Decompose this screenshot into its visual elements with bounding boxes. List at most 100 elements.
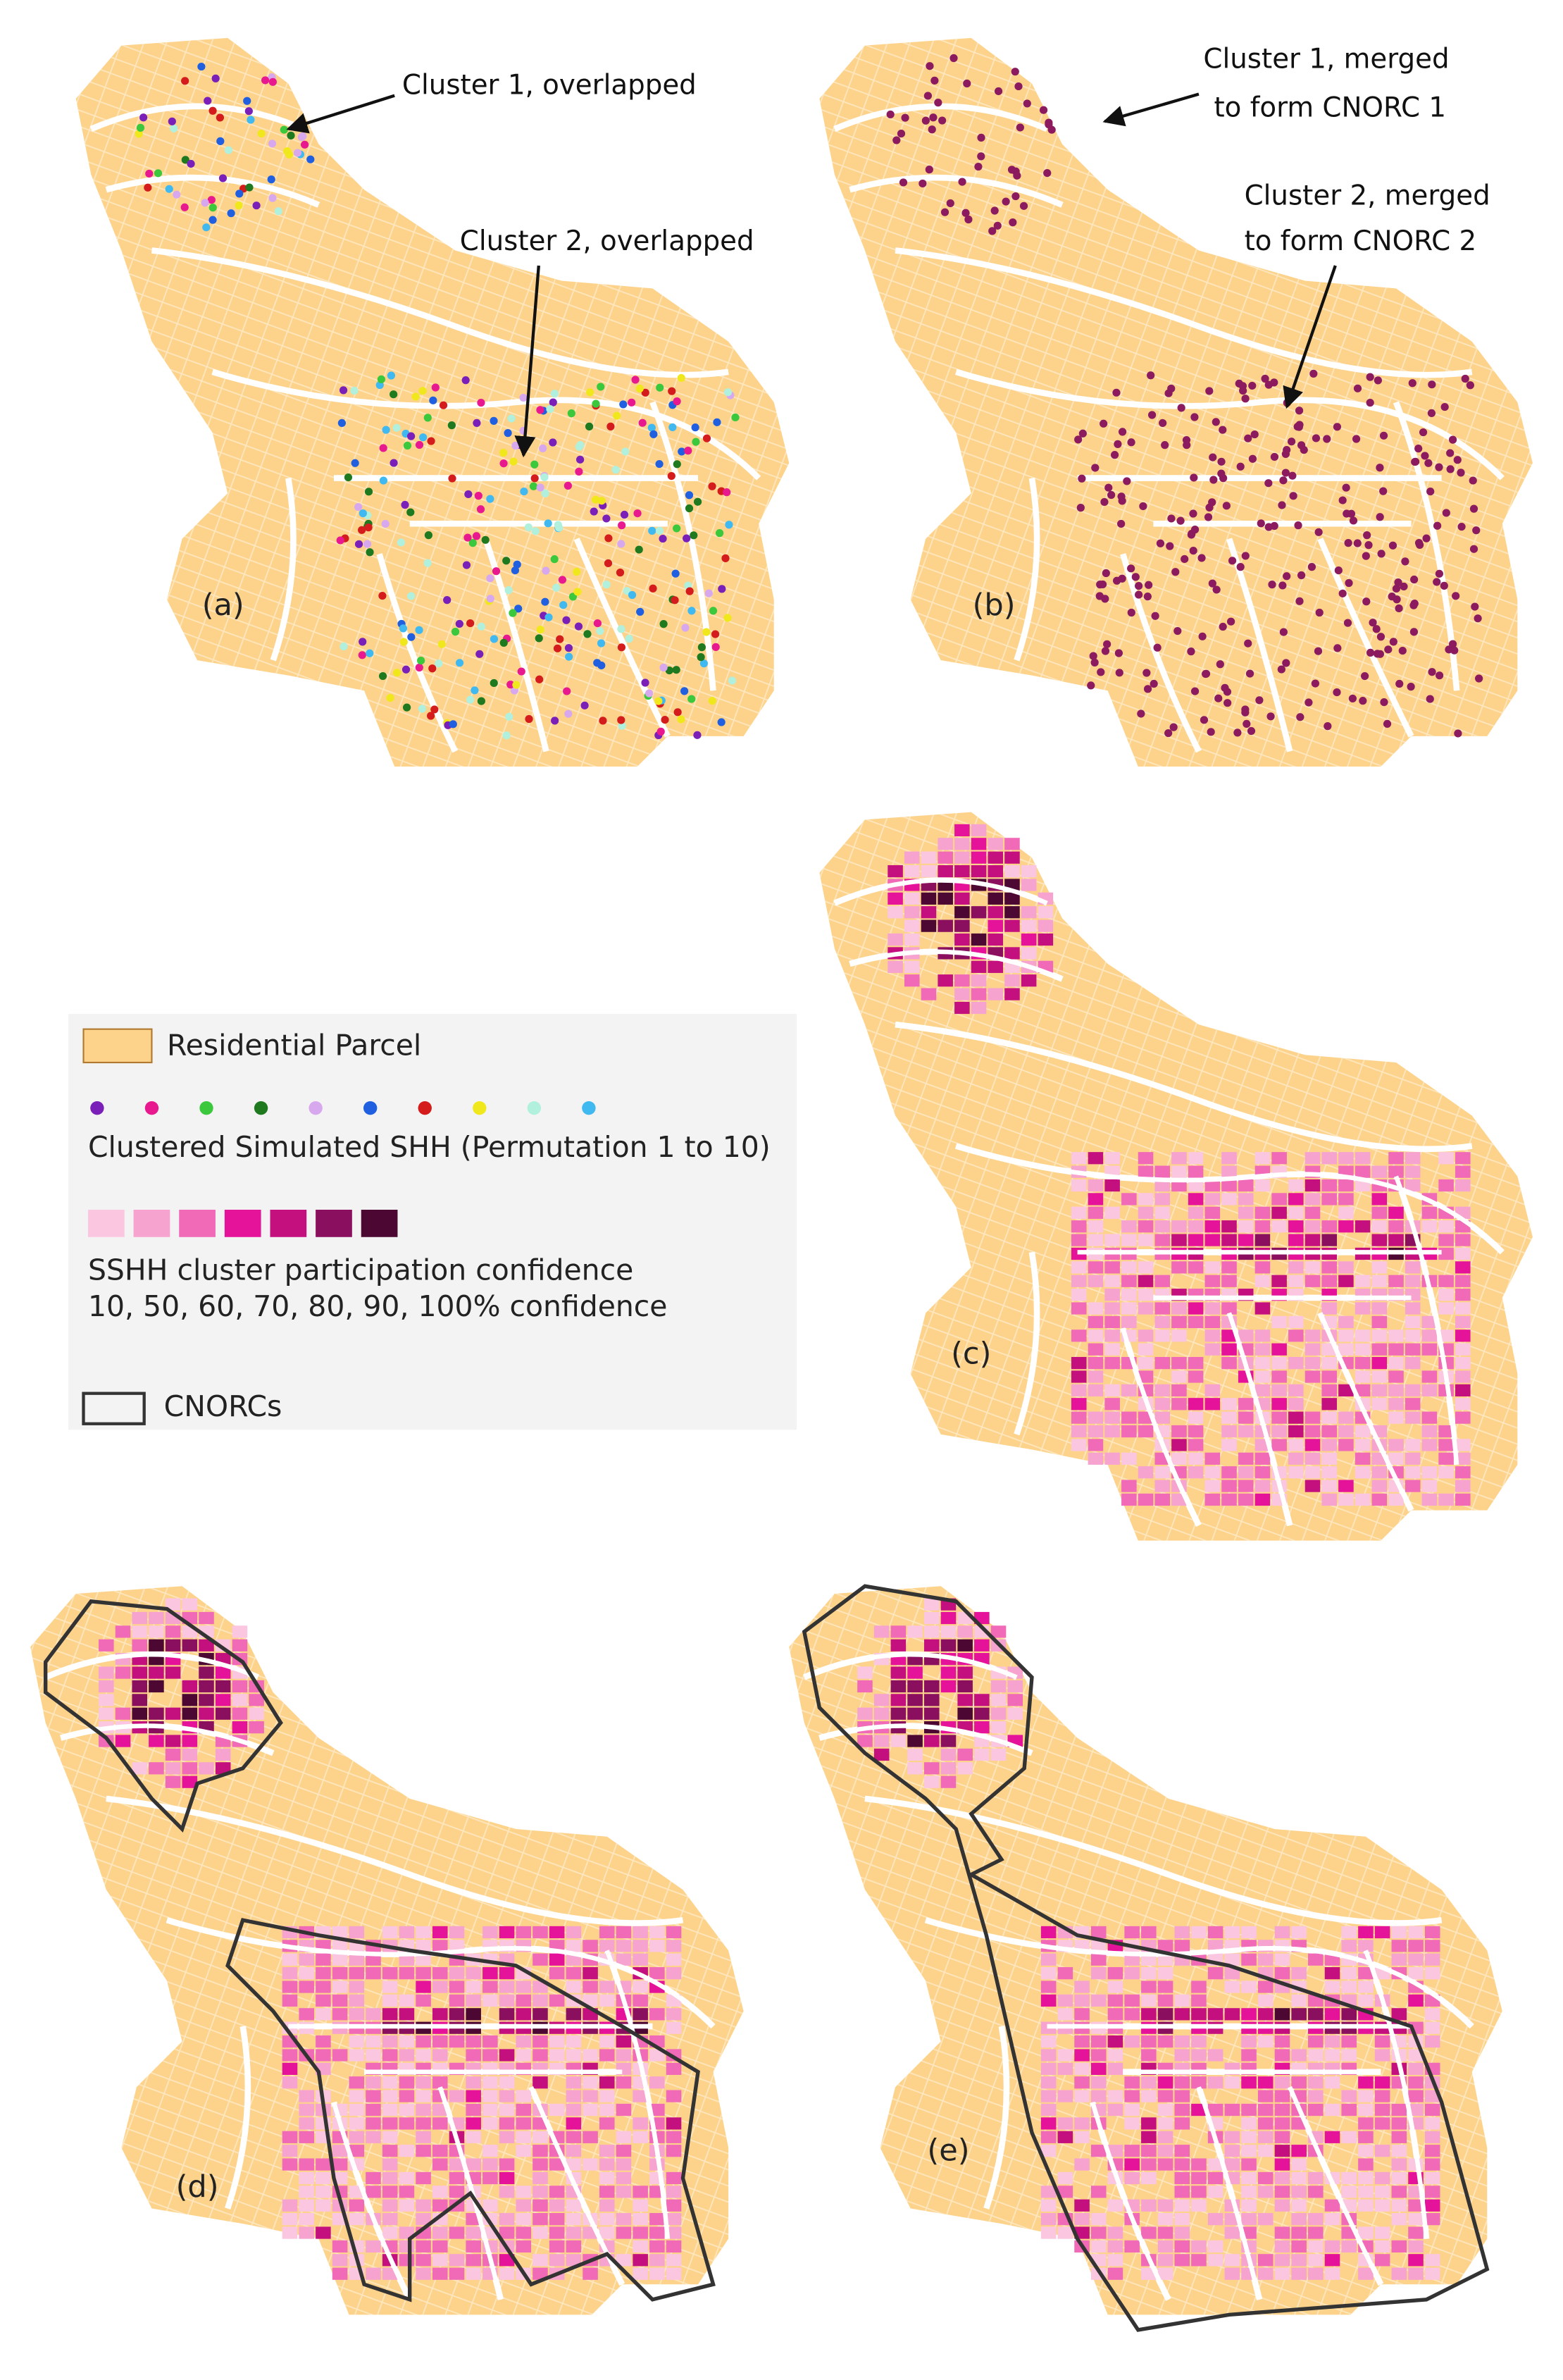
shh-dot [435, 659, 443, 668]
shh-dot [519, 393, 528, 402]
confidence-parcel [316, 1994, 331, 2007]
shh-dot [1409, 628, 1419, 636]
confidence-parcel [1374, 2199, 1390, 2212]
legend-swatch [87, 1210, 125, 1237]
confidence-parcel [1154, 1302, 1171, 1315]
confidence-parcel [1274, 2171, 1290, 2185]
shh-dot [1342, 483, 1350, 492]
confidence-parcel [182, 1598, 198, 1611]
shh-dot [1167, 514, 1176, 523]
confidence-parcel [1254, 1206, 1271, 1219]
shh-dot [1419, 428, 1428, 437]
confidence-parcel [988, 919, 1004, 932]
confidence-parcel [1291, 2254, 1307, 2267]
confidence-parcel [215, 1707, 231, 1720]
confidence-parcel [1224, 2131, 1240, 2143]
confidence-parcel [1090, 2186, 1107, 2198]
shh-dot [1401, 557, 1409, 566]
confidence-parcel [349, 2213, 365, 2226]
confidence-parcel [1254, 1234, 1271, 1246]
confidence-parcel [1455, 1398, 1471, 1411]
shh-dot [392, 669, 401, 677]
annotations: Cluster 1, overlapped Cluster 2, overlap… [286, 44, 1490, 458]
shh-dot [235, 190, 244, 198]
confidence-parcel [1324, 2131, 1340, 2143]
confidence-parcel [857, 1666, 873, 1679]
confidence-parcel [1104, 1289, 1120, 1301]
confidence-parcel [938, 851, 953, 864]
confidence-parcel [616, 2254, 632, 2267]
confidence-parcel [1104, 1398, 1120, 1411]
shh-dot [377, 375, 386, 383]
shh-dot [1295, 597, 1304, 605]
shh-dot [399, 638, 408, 646]
confidence-parcel [1274, 2186, 1290, 2198]
confidence-parcel [1321, 1384, 1337, 1396]
confidence-parcel [432, 2145, 448, 2157]
confidence-parcel [1291, 2158, 1307, 2171]
shh-dot [486, 595, 494, 603]
confidence-parcel [1004, 864, 1020, 878]
confidence-parcel [1224, 2158, 1240, 2171]
shh-dot [550, 555, 559, 564]
shh-dot [673, 708, 682, 717]
confidence-parcel [1388, 1206, 1404, 1219]
confidence-parcel [466, 2035, 481, 2048]
confidence-parcel [1388, 1452, 1404, 1465]
shh-dot [1166, 542, 1174, 550]
confidence-parcel [499, 1926, 515, 1939]
confidence-parcel [954, 864, 970, 878]
shh-dot [617, 540, 625, 548]
confidence-parcel [316, 2158, 331, 2171]
shh-dot [359, 509, 367, 518]
shh-dot [709, 607, 718, 615]
shh-dot [668, 387, 676, 395]
shh-dot [392, 423, 401, 432]
shh-dot [511, 441, 520, 450]
confidence-parcel [1204, 1343, 1221, 1356]
confidence-parcel [533, 1926, 548, 1939]
confidence-parcel [1221, 1356, 1237, 1370]
confidence-parcel [1388, 1493, 1404, 1506]
confidence-parcel [499, 2117, 515, 2130]
confidence-parcel [1204, 1466, 1221, 1479]
confidence-parcel [533, 2076, 548, 2089]
shh-dot [455, 659, 464, 667]
confidence-parcel [382, 2186, 398, 2198]
legend-swatch [179, 1210, 216, 1237]
confidence-parcel [1104, 1234, 1120, 1246]
confidence-parcel [1121, 1220, 1137, 1233]
shh-dot [617, 643, 626, 652]
confidence-parcel [924, 1707, 940, 1720]
confidence-parcel [1124, 2090, 1140, 2102]
confidence-parcel [316, 2226, 331, 2239]
confidence-parcel [1421, 1466, 1438, 1479]
confidence-parcel [549, 2035, 565, 2048]
shh-dot [1366, 373, 1374, 381]
confidence-parcel [316, 2008, 331, 2021]
confidence-parcel [1455, 1261, 1471, 1274]
shh-dot [451, 628, 460, 636]
street [151, 247, 729, 378]
confidence-parcel [1257, 2103, 1274, 2116]
confidence-parcel [499, 2090, 515, 2102]
confidence-parcel [1405, 1330, 1421, 1342]
confidence-parcel [1371, 1206, 1388, 1219]
confidence-parcel [1455, 1247, 1471, 1260]
confidence-parcel [1254, 1370, 1271, 1383]
confidence-parcel [599, 2158, 615, 2171]
confidence-parcel [1040, 1967, 1057, 1980]
annotation: to form CNORC 2 [1245, 225, 1477, 257]
shh-dot [477, 622, 485, 631]
shh-dot [940, 208, 949, 216]
confidence-parcel [1104, 1411, 1120, 1424]
confidence-parcel [1224, 2145, 1240, 2157]
shh-dot [564, 709, 573, 718]
legend-dot [199, 1101, 213, 1115]
confidence-parcel [633, 2117, 648, 2130]
shh-dot [574, 622, 583, 631]
confidence-parcel [499, 2131, 515, 2143]
confidence-parcel [924, 1762, 940, 1775]
confidence-parcel [432, 2226, 448, 2239]
shh-dot [1307, 563, 1316, 571]
